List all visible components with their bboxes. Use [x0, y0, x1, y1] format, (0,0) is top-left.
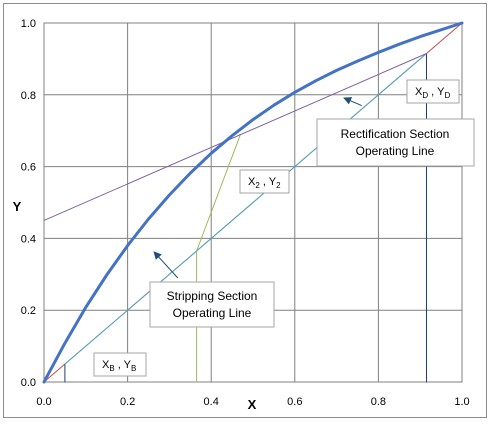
x-tick-label-2: 0.4: [204, 396, 219, 408]
point-label-xb: XB , YB: [93, 352, 147, 377]
stripping-callout-box: [149, 281, 275, 328]
y-tick-label-0: 0.0: [21, 377, 36, 389]
series-equilibrium: [42, 21, 464, 384]
plot-area-border: [43, 22, 463, 383]
point-label-x2: X2 , Y2: [239, 169, 290, 194]
x-tick-label-4: 0.8: [371, 396, 386, 408]
series-rectification: [43, 53, 427, 221]
rectification-callout-line-1: Rectification Section: [341, 127, 450, 141]
y-tick-label-4: 0.8: [21, 90, 36, 102]
chart-frame: 0.0 0.2 0.4 0.6 0.8 1.0 0.0 0.2 0.4 0.6 0.8 1.0 X Y…: [3, 3, 487, 418]
stripping-callout-arrow: [153, 251, 179, 279]
point-label-xd-text: XD , YD: [415, 86, 450, 100]
rectification-callout-box: [316, 118, 475, 167]
y-tick-label-5: 1.0: [21, 18, 36, 30]
x-tick-label-1: 0.2: [120, 396, 135, 408]
stripping-callout: Stripping Section Operating Line: [149, 281, 275, 328]
rectification-callout-arrow: [343, 97, 362, 107]
point-label-xd-box: [406, 79, 460, 104]
point-label-xb-box: [93, 352, 147, 377]
x-tick-label-0: 0.0: [36, 396, 51, 408]
stripping-callout-line-1: Stripping Section: [167, 289, 258, 303]
x-axis-title: X: [248, 397, 257, 412]
y-tick-label-1: 0.2: [21, 305, 36, 317]
x-tick-label-3: 0.6: [287, 396, 302, 408]
chart: 0.0 0.2 0.4 0.6 0.8 1.0 0.0 0.2 0.4 0.6 0.8 1.0 X Y…: [13, 18, 475, 412]
point-label-x2-text: X2 , Y2: [248, 176, 281, 190]
rectification-callout-line-2: Operating Line: [356, 144, 435, 158]
y-tick-label-3: 0.6: [21, 162, 36, 174]
series-q-line: [196, 133, 241, 383]
point-label-xd: XD , YD: [406, 79, 460, 104]
y-tick-label-2: 0.4: [21, 233, 36, 245]
x-tick-label-5: 1.0: [454, 396, 469, 408]
stripping-callout-line-2: Operating Line: [173, 306, 252, 320]
point-label-x2-box: [239, 169, 290, 194]
series-stripping: [64, 53, 427, 365]
rectification-callout: Rectification Section Operating Line: [316, 118, 475, 167]
point-label-xb-text: XB , YB: [102, 359, 136, 373]
y-axis-title: Y: [13, 199, 22, 214]
